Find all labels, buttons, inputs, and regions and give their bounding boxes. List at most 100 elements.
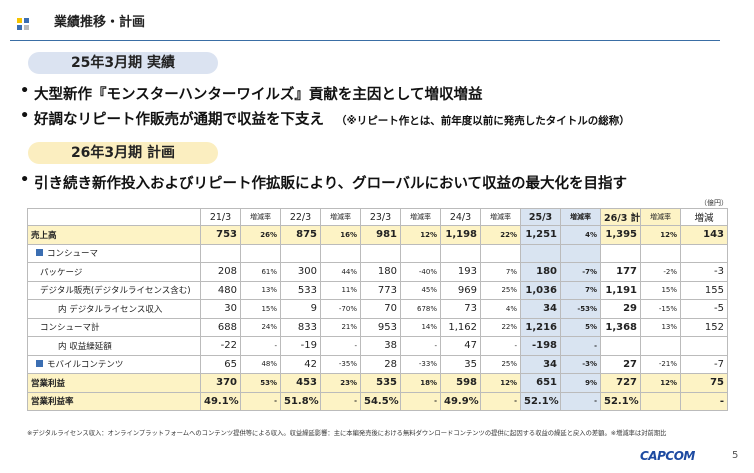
label-text: 営業利益 — [31, 378, 66, 389]
cell — [640, 391, 681, 411]
cell: 753 — [200, 225, 241, 245]
badge: 26年3月期 計画 — [28, 142, 218, 164]
row: デジタル販売(デジタルライセンス含む) 480 13% 533 11% 773 45% 969… — [27, 280, 728, 300]
table: 21/3 増減率 22/3 増減率 23/3 増減率 24/3 増減率 25/3 増減率 26/3 … — [27, 208, 728, 411]
cell: 21% — [320, 317, 361, 337]
cell — [400, 243, 441, 263]
row-label: パッケージ — [27, 262, 201, 282]
cell — [320, 243, 361, 263]
row: 営業利益率 49.1% -51.8% -54.5% -49.9% -52.1% -52.1%… — [27, 391, 728, 411]
cell: 208 — [200, 262, 241, 282]
cell: 44% — [320, 262, 361, 282]
cell: 1,395 — [600, 225, 641, 245]
label-text: 内 デジタルライセンス収入 — [58, 304, 163, 315]
cell: 370 — [200, 373, 241, 393]
marker — [36, 360, 43, 368]
cell: -3 — [680, 262, 728, 282]
cell: 1,191 — [600, 280, 641, 300]
cell: - — [560, 336, 601, 356]
column-header: 25/3 — [520, 208, 561, 226]
cell: 300 — [280, 262, 321, 282]
cell: 53% — [240, 373, 281, 393]
cell: 480 — [200, 280, 241, 300]
label-text: 売上高 — [31, 230, 57, 241]
cell: 52.1% — [600, 391, 641, 411]
column-header: 24/3 — [440, 208, 481, 226]
cell: 9 — [280, 299, 321, 319]
cell: -33% — [400, 354, 441, 374]
column-header: 増減率 — [480, 208, 521, 226]
cell — [200, 243, 241, 263]
cell — [680, 243, 728, 263]
cell: 25% — [480, 354, 521, 374]
footnote: ※デジタルライセンス収入：オンラインプラットフォームへのコンテンツ提供等による収… — [27, 430, 667, 437]
cell: 953 — [360, 317, 401, 337]
cell: 598 — [440, 373, 481, 393]
column-header: 増減率 — [640, 208, 681, 226]
cell: 61% — [240, 262, 281, 282]
cell: - — [240, 391, 281, 411]
cell: -7 — [680, 354, 728, 374]
cell: -3% — [560, 354, 601, 374]
icon — [17, 18, 22, 23]
column-header: 増減率 — [240, 208, 281, 226]
cell: -53% — [560, 299, 601, 319]
title: 業績推移・計画 — [54, 15, 146, 30]
bullet: 大型新作『モンスターハンターワイルズ』貢献を主因として増収増益 — [20, 83, 482, 104]
cell: 23% — [320, 373, 361, 393]
row: パッケージ 208 61% 300 44% 180 -40% 193 7% 180 -7% 177 -2… — [27, 262, 728, 282]
cell — [520, 243, 561, 263]
cell: 30 — [200, 299, 241, 319]
logo: CAPCOM — [640, 449, 695, 463]
cell: 678% — [400, 299, 441, 319]
cell: 54.5% — [360, 391, 401, 411]
row: 売上高 753 26% 875 16% 981 12% 1,198 22% 1,251 4% 1,39… — [27, 225, 728, 245]
page-number: 5 — [732, 450, 739, 461]
cell: 48% — [240, 354, 281, 374]
cell: 49.9% — [440, 391, 481, 411]
cell: 533 — [280, 280, 321, 300]
cell: 1,162 — [440, 317, 481, 337]
cell: 42 — [280, 354, 321, 374]
cell: 981 — [360, 225, 401, 245]
marker — [36, 249, 43, 257]
cell — [240, 243, 281, 263]
cell: 453 — [280, 373, 321, 393]
cell: 12% — [400, 225, 441, 245]
cell: 1,368 — [600, 317, 641, 337]
bullet: 引き続き新作投入およびリピート作拡販により、グローバルにおいて収益の最大化を目指… — [20, 172, 627, 193]
cell: -5 — [680, 299, 728, 319]
cell: - — [560, 391, 601, 411]
row: コンシューマ — [27, 243, 728, 263]
row-label: コンシューマ計 — [27, 317, 201, 337]
cell: - — [320, 336, 361, 356]
icon — [24, 25, 29, 30]
cell: 65 — [200, 354, 241, 374]
cell — [440, 243, 481, 263]
cell: 180 — [520, 262, 561, 282]
cell — [480, 243, 521, 263]
cell: 535 — [360, 373, 401, 393]
cell: 70 — [360, 299, 401, 319]
cell: 16% — [320, 225, 361, 245]
cell: - — [680, 391, 728, 411]
cell — [280, 243, 321, 263]
label-text: モバイルコンテンツ — [47, 360, 124, 371]
row: 内 デジタルライセンス収入 30 15% 9 -70% 70 678% 73 4% 34 -53% 2… — [27, 299, 728, 319]
cell: 9% — [560, 373, 601, 393]
column-header: 26/3 計画 — [600, 208, 641, 226]
cell: 29 — [600, 299, 641, 319]
cell: -70% — [320, 299, 361, 319]
cell: 180 — [360, 262, 401, 282]
cell: 7% — [480, 262, 521, 282]
cell: -15% — [640, 299, 681, 319]
cell: - — [480, 391, 521, 411]
cell: 51.8% — [280, 391, 321, 411]
cell — [600, 243, 641, 263]
cell: 27 — [600, 354, 641, 374]
note: （※リピート作とは、前年度以前に発売したタイトルの総称） — [336, 115, 630, 127]
cell: 34 — [520, 354, 561, 374]
cell: 1,198 — [440, 225, 481, 245]
cell: 875 — [280, 225, 321, 245]
